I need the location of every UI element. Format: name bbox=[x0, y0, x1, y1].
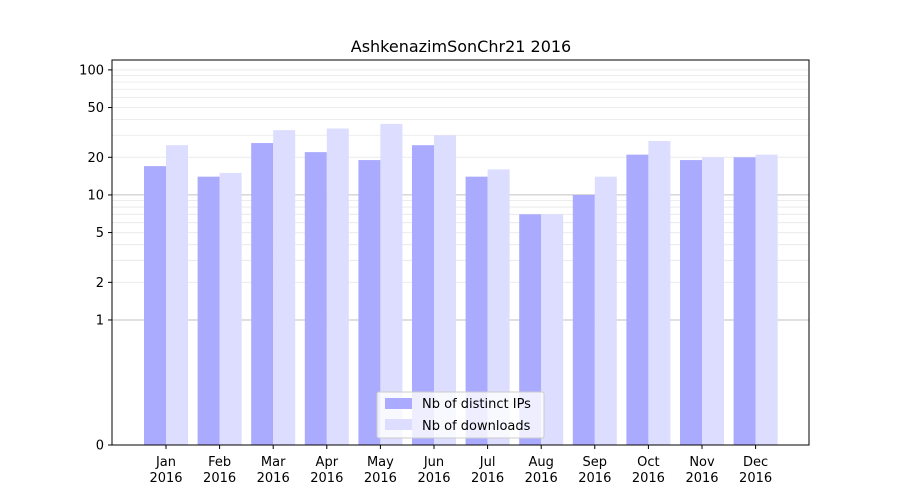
chart-title: AshkenazimSonChr21 2016 bbox=[351, 37, 571, 56]
x-tick-label-month: Jan bbox=[155, 455, 176, 470]
y-tick-label: 2 bbox=[96, 276, 104, 291]
bar-downloads bbox=[755, 154, 778, 446]
x-tick-label-month: Jun bbox=[423, 455, 444, 470]
bar-distinct-ips bbox=[465, 176, 488, 445]
x-tick-label-year: 2016 bbox=[149, 471, 182, 486]
y-tick-label: 0 bbox=[96, 439, 104, 454]
bar-downloads bbox=[326, 128, 349, 445]
bar-downloads bbox=[594, 176, 617, 445]
bar-downloads bbox=[487, 169, 510, 445]
x-tick-label-month: Oct bbox=[637, 455, 659, 470]
bar-distinct-ips bbox=[144, 166, 166, 445]
x-tick-label-year: 2016 bbox=[364, 471, 397, 486]
y-tick-label: 10 bbox=[87, 188, 104, 203]
y-tick-label: 5 bbox=[96, 226, 104, 241]
bar-distinct-ips bbox=[572, 194, 595, 445]
x-tick-label-month: Mar bbox=[261, 455, 286, 470]
y-tick-label: 1 bbox=[96, 313, 104, 328]
y-tick-label: 20 bbox=[87, 151, 104, 166]
x-tick-label-year: 2016 bbox=[417, 471, 450, 486]
x-tick-label-month: Feb bbox=[208, 455, 231, 470]
bar-downloads bbox=[434, 135, 456, 445]
bar-distinct-ips bbox=[197, 176, 220, 445]
plot-frame bbox=[111, 59, 810, 446]
bar-downloads bbox=[380, 123, 403, 445]
legend: Nb of distinct IPs Nb of downloads bbox=[376, 391, 545, 439]
bar-distinct-ips bbox=[626, 154, 649, 446]
x-tick-label-year: 2016 bbox=[525, 471, 558, 486]
bar-distinct-ips bbox=[358, 160, 381, 445]
x-tick-label-month: Dec bbox=[743, 455, 768, 470]
bars bbox=[144, 123, 778, 446]
legend-label-ips: Nb of distinct IPs bbox=[422, 397, 531, 412]
x-axis: Jan2016Feb2016Mar2016Apr2016May2016Jun20… bbox=[149, 445, 772, 486]
y-tick-label: 50 bbox=[87, 101, 104, 116]
x-tick-label-year: 2016 bbox=[203, 471, 236, 486]
bar-downloads bbox=[166, 145, 188, 445]
x-tick-label-month: May bbox=[367, 455, 394, 470]
bar-downloads bbox=[702, 157, 724, 445]
bar-downloads bbox=[541, 214, 564, 445]
legend-label-downloads: Nb of downloads bbox=[422, 419, 531, 434]
x-tick-label-year: 2016 bbox=[685, 471, 718, 486]
x-tick-label-month: Aug bbox=[529, 455, 554, 470]
bar-distinct-ips bbox=[680, 160, 702, 445]
x-tick-label-year: 2016 bbox=[578, 471, 611, 486]
legend-swatch-downloads bbox=[385, 419, 412, 430]
bar-distinct-ips bbox=[519, 214, 542, 445]
x-tick-label-year: 2016 bbox=[257, 471, 290, 486]
legend-box bbox=[376, 391, 545, 439]
x-tick-label-year: 2016 bbox=[739, 471, 772, 486]
y-tick-label: 100 bbox=[79, 63, 104, 78]
x-tick-label-month: Jul bbox=[479, 455, 496, 470]
y-axis: 0 1 2 5 10 20 50 100 bbox=[79, 63, 112, 454]
bar-distinct-ips bbox=[412, 145, 434, 445]
bar-distinct-ips bbox=[251, 143, 274, 445]
bar-downloads bbox=[648, 140, 671, 445]
x-tick-label-year: 2016 bbox=[310, 471, 343, 486]
x-tick-label-month: Sep bbox=[583, 455, 608, 470]
x-tick-label-year: 2016 bbox=[471, 471, 504, 486]
bar-distinct-ips bbox=[304, 152, 327, 445]
x-tick-label-year: 2016 bbox=[632, 471, 665, 486]
bar-downloads bbox=[273, 130, 296, 445]
x-tick-label-month: Apr bbox=[316, 455, 339, 470]
x-tick-label-month: Nov bbox=[689, 455, 715, 470]
legend-swatch-ips bbox=[385, 398, 412, 409]
bar-distinct-ips bbox=[733, 157, 756, 445]
bar-downloads bbox=[219, 172, 242, 445]
